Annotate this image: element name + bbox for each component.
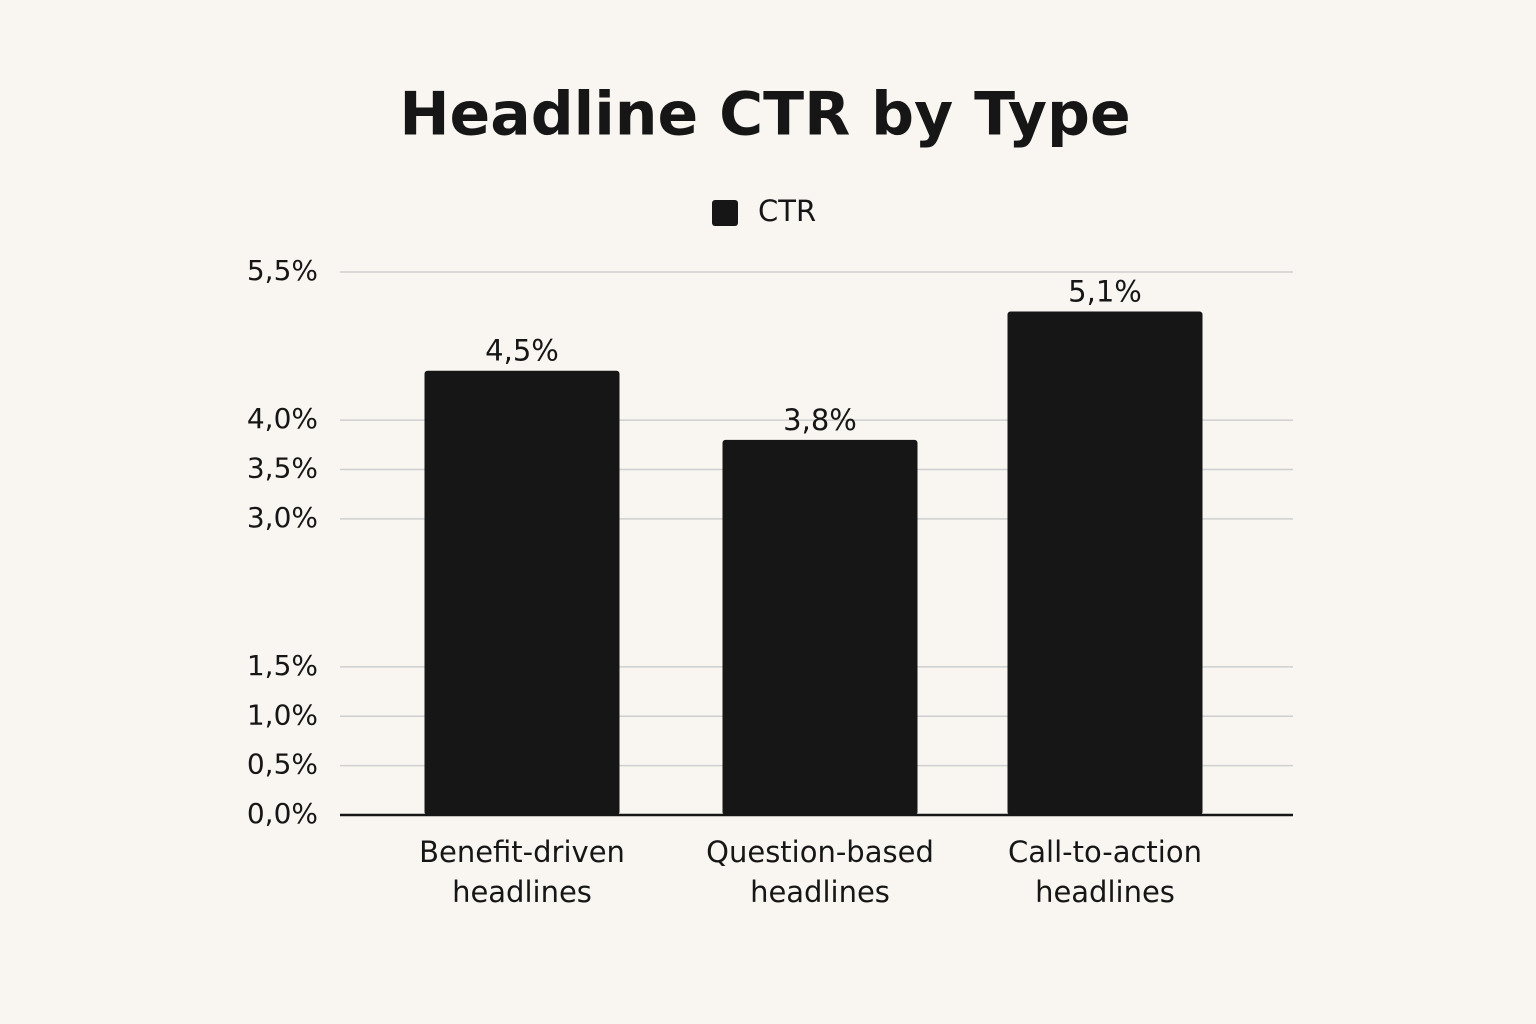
data-label: 5,1% [1068,274,1142,308]
y-tick-label: 0,0% [247,797,318,830]
y-tick-label: 5,5% [247,254,318,287]
chart-title: Headline CTR by Type [399,80,1130,150]
y-tick-label: 3,5% [247,451,318,484]
bar [424,370,620,815]
x-tick-label: Benefit-driven headlines [419,835,625,909]
data-label: 4,5% [485,334,559,368]
y-tick-label: 0,5% [247,748,318,781]
y-tick-label: 1,5% [247,649,318,682]
legend-label: CTR [758,194,816,228]
data-label: 3,8% [783,403,857,437]
bar [722,439,918,815]
y-tick-label: 1,0% [247,698,318,731]
legend-swatch [712,200,738,226]
y-tick-label: 4,0% [247,402,318,435]
x-tick-label: Call-to-action headlines [1008,835,1202,909]
bar [1007,311,1203,815]
x-tick-label: Question-based headlines [706,835,934,909]
y-tick-label: 3,0% [247,501,318,534]
